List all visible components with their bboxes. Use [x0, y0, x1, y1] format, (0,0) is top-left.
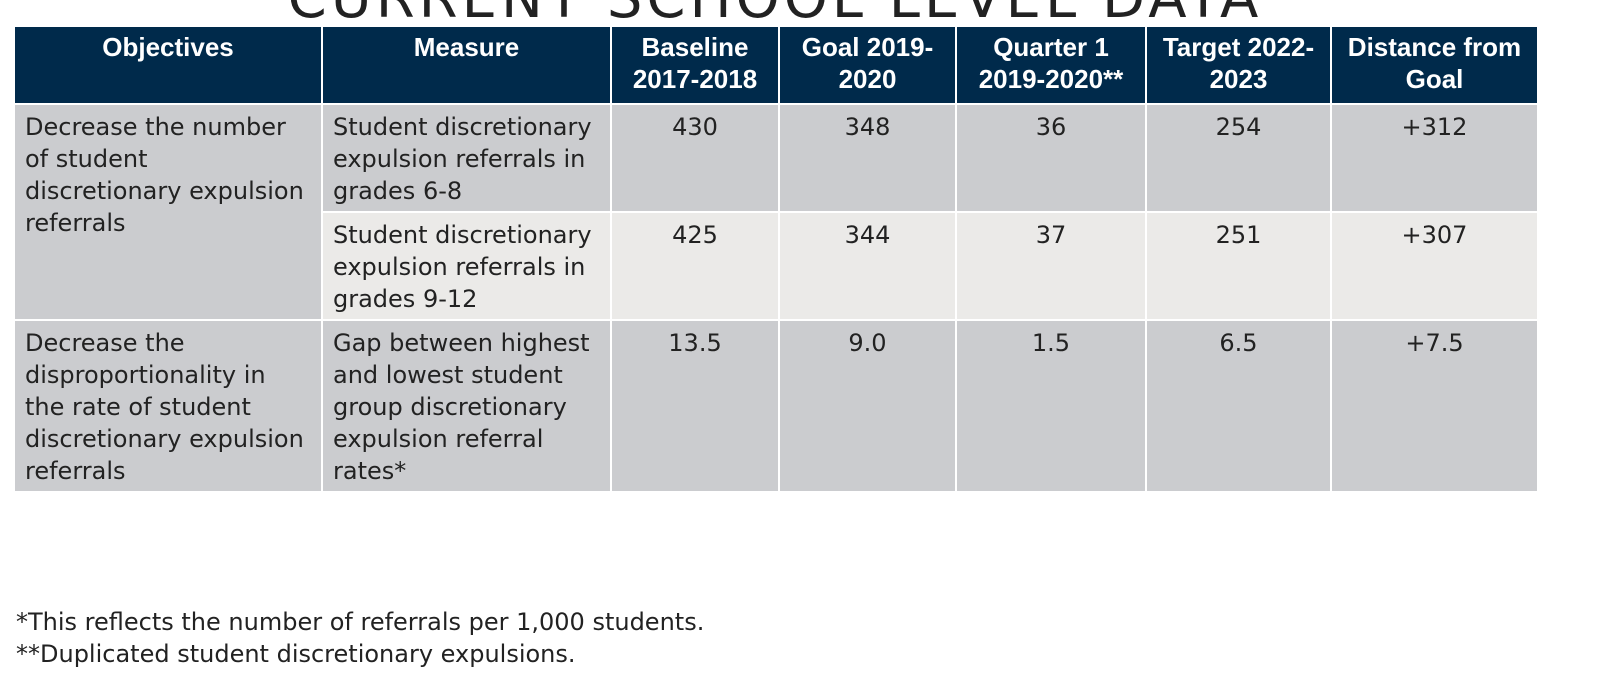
table-row: Student discretionary expulsion referral…: [14, 211, 1539, 321]
table-body: Decrease the number of student discretio…: [13, 103, 1539, 493]
column-header: Measure: [321, 25, 612, 105]
column-header: Goal 2019-2020: [778, 25, 957, 105]
objective-cell: Decrease the disproportionality in the r…: [13, 319, 323, 493]
column-header: Distance from Goal: [1330, 25, 1539, 105]
value-cell: 430: [610, 103, 780, 213]
column-header: Quarter 1 2019-2020**: [955, 25, 1147, 105]
objective-cell: Decrease the number of student discretio…: [13, 103, 323, 321]
value-cell: 1.5: [955, 319, 1147, 493]
value-cell: 9.0: [778, 319, 957, 493]
value-cell: 6.5: [1145, 319, 1332, 493]
table-row: Decrease the number of student discretio…: [13, 103, 1539, 321]
value-cell: +7.5: [1330, 319, 1539, 493]
value-cell: +312: [1330, 103, 1539, 213]
measure-cell: Student discretionary expulsion referral…: [321, 103, 612, 213]
header-row: Objectives Measure Baseline 2017-2018 Goal …: [13, 25, 1539, 105]
column-header: Target 2022-2023: [1145, 25, 1332, 105]
column-header: Baseline 2017-2018: [610, 25, 780, 105]
value-cell: 37: [955, 211, 1147, 321]
data-table: Objectives Measure Baseline 2017-2018 Goal …: [13, 25, 1539, 493]
footnote: **Duplicated student discretionary expul…: [16, 640, 576, 668]
value-cell: 36: [955, 103, 1147, 213]
measure-cell: Gap between highest and lowest student g…: [321, 319, 612, 493]
value-cell: 425: [610, 211, 780, 321]
value-cell: 254: [1145, 103, 1332, 213]
value-cell: 13.5: [610, 319, 780, 493]
footnote: *This reflects the number of referrals p…: [16, 608, 705, 636]
value-cell: 251: [1145, 211, 1332, 321]
measure-cell: Student discretionary expulsion referral…: [321, 211, 612, 321]
value-cell: +307: [1330, 211, 1539, 321]
value-cell: 344: [778, 211, 957, 321]
table-row: Decrease the disproportionality in the r…: [13, 319, 1539, 493]
value-cell: 348: [778, 103, 957, 213]
column-header: Objectives: [13, 25, 323, 105]
